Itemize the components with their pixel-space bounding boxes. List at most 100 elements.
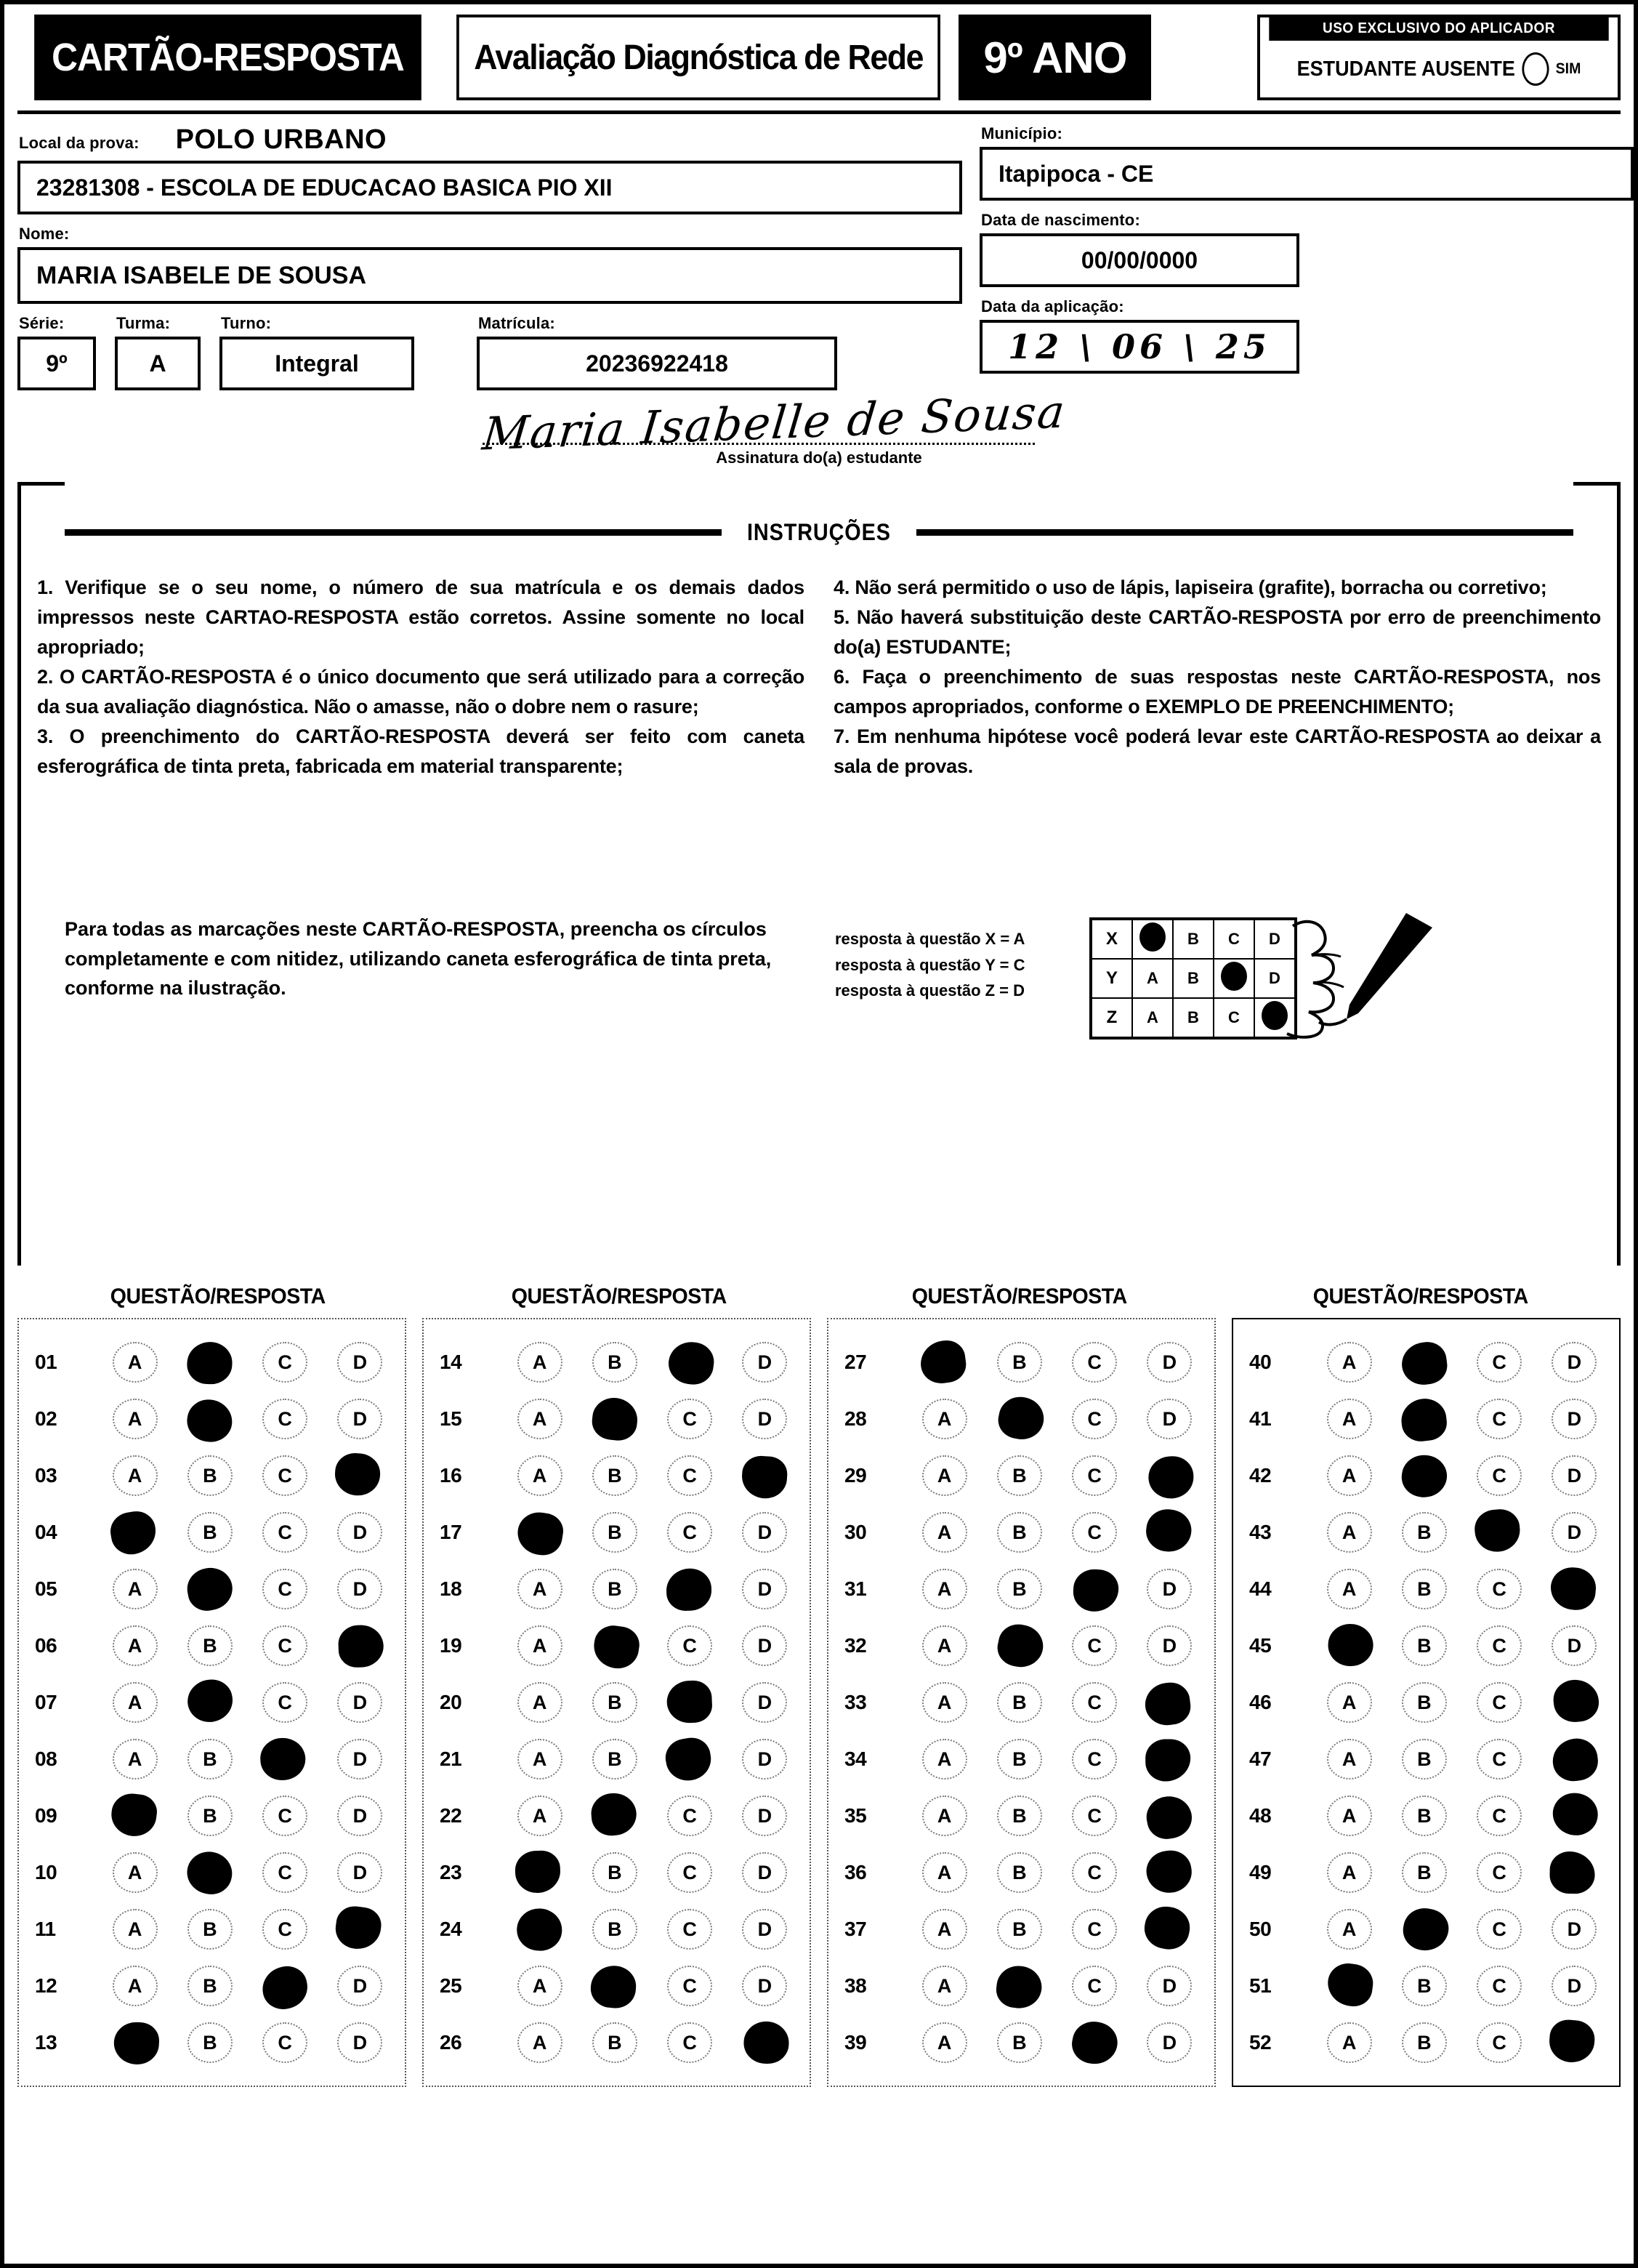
answer-bubble-b[interactable]: B bbox=[592, 1455, 637, 1496]
answer-bubble-c[interactable]: C bbox=[1477, 1966, 1522, 2006]
answer-bubble-d[interactable]: D bbox=[1552, 1966, 1597, 2006]
answer-bubble-a[interactable]: A bbox=[1327, 1796, 1372, 1836]
answer-bubble-d[interactable]: D bbox=[337, 1909, 382, 1950]
answer-bubble-a[interactable]: A bbox=[1327, 1682, 1372, 1723]
answer-bubble-a[interactable]: A bbox=[517, 1399, 562, 1439]
answer-bubble-c[interactable]: C bbox=[262, 1682, 307, 1723]
answer-bubble-b[interactable]: B bbox=[1402, 1739, 1447, 1780]
answer-bubble-d[interactable]: D bbox=[337, 1399, 382, 1439]
answer-bubble-a[interactable]: A bbox=[1327, 1399, 1372, 1439]
answer-bubble-d[interactable]: D bbox=[742, 1569, 787, 1609]
answer-bubble-a[interactable]: A bbox=[113, 1625, 158, 1666]
answer-bubble-d[interactable]: D bbox=[742, 2022, 787, 2063]
answer-bubble-c[interactable]: C bbox=[1477, 2022, 1522, 2063]
answer-bubble-a[interactable]: A bbox=[922, 1909, 967, 1950]
answer-bubble-a[interactable]: A bbox=[517, 1512, 562, 1553]
answer-bubble-b[interactable]: B bbox=[187, 1455, 233, 1496]
answer-bubble-a[interactable]: A bbox=[113, 1966, 158, 2006]
answer-bubble-d[interactable]: D bbox=[1552, 1796, 1597, 1836]
answer-bubble-a[interactable]: A bbox=[113, 1739, 158, 1780]
answer-bubble-d[interactable]: D bbox=[1147, 1852, 1192, 1893]
answer-bubble-b[interactable]: B bbox=[592, 1569, 637, 1609]
answer-bubble-c[interactable]: C bbox=[262, 1796, 307, 1836]
answer-bubble-a[interactable]: A bbox=[517, 2022, 562, 2063]
answer-bubble-d[interactable]: D bbox=[1147, 1569, 1192, 1609]
answer-bubble-c[interactable]: C bbox=[262, 1625, 307, 1666]
answer-bubble-d[interactable]: D bbox=[742, 1966, 787, 2006]
answer-bubble-b[interactable]: B bbox=[592, 1399, 637, 1439]
answer-bubble-b[interactable]: B bbox=[1402, 1399, 1447, 1439]
answer-bubble-c[interactable]: C bbox=[262, 1399, 307, 1439]
answer-bubble-b[interactable]: B bbox=[592, 1796, 637, 1836]
answer-bubble-a[interactable]: A bbox=[922, 2022, 967, 2063]
answer-bubble-a[interactable]: A bbox=[922, 1399, 967, 1439]
answer-bubble-c[interactable]: C bbox=[667, 1682, 712, 1723]
answer-bubble-c[interactable]: C bbox=[1477, 1852, 1522, 1893]
answer-bubble-b[interactable]: B bbox=[187, 1739, 233, 1780]
answer-bubble-b[interactable]: B bbox=[1402, 1625, 1447, 1666]
answer-bubble-a[interactable]: A bbox=[1327, 1342, 1372, 1383]
answer-bubble-b[interactable]: B bbox=[592, 1739, 637, 1780]
answer-bubble-b[interactable]: B bbox=[592, 1909, 637, 1950]
answer-bubble-d[interactable]: D bbox=[1147, 1966, 1192, 2006]
answer-bubble-a[interactable]: A bbox=[113, 2022, 158, 2063]
answer-bubble-c[interactable]: C bbox=[1072, 1342, 1117, 1383]
answer-bubble-b[interactable]: B bbox=[187, 1909, 233, 1950]
answer-bubble-c[interactable]: C bbox=[262, 1909, 307, 1950]
answer-bubble-b[interactable]: B bbox=[592, 1625, 637, 1666]
answer-bubble-b[interactable]: B bbox=[1402, 1569, 1447, 1609]
absent-bubble[interactable] bbox=[1522, 52, 1549, 86]
answer-bubble-a[interactable]: A bbox=[922, 1739, 967, 1780]
answer-bubble-a[interactable]: A bbox=[922, 1852, 967, 1893]
answer-bubble-b[interactable]: B bbox=[187, 2022, 233, 2063]
answer-bubble-a[interactable]: A bbox=[113, 1796, 158, 1836]
answer-bubble-c[interactable]: C bbox=[1072, 1512, 1117, 1553]
answer-bubble-a[interactable]: A bbox=[922, 1342, 967, 1383]
answer-bubble-b[interactable]: B bbox=[187, 1796, 233, 1836]
answer-bubble-b[interactable]: B bbox=[1402, 1966, 1447, 2006]
answer-bubble-c[interactable]: C bbox=[1072, 1569, 1117, 1609]
answer-bubble-d[interactable]: D bbox=[1147, 1399, 1192, 1439]
answer-bubble-d[interactable]: D bbox=[337, 1455, 382, 1496]
answer-bubble-a[interactable]: A bbox=[517, 1796, 562, 1836]
answer-bubble-c[interactable]: C bbox=[1477, 1569, 1522, 1609]
answer-bubble-d[interactable]: D bbox=[742, 1852, 787, 1893]
answer-bubble-c[interactable]: C bbox=[667, 1399, 712, 1439]
answer-bubble-c[interactable]: C bbox=[1072, 1966, 1117, 2006]
answer-bubble-b[interactable]: B bbox=[592, 1966, 637, 2006]
answer-bubble-a[interactable]: A bbox=[1327, 1739, 1372, 1780]
answer-bubble-c[interactable]: C bbox=[262, 1342, 307, 1383]
answer-bubble-b[interactable]: B bbox=[997, 1796, 1042, 1836]
answer-bubble-b[interactable]: B bbox=[997, 1342, 1042, 1383]
answer-bubble-b[interactable]: B bbox=[592, 1852, 637, 1893]
answer-bubble-a[interactable]: A bbox=[922, 1512, 967, 1553]
answer-bubble-d[interactable]: D bbox=[1147, 1455, 1192, 1496]
answer-bubble-d[interactable]: D bbox=[337, 1852, 382, 1893]
answer-bubble-d[interactable]: D bbox=[1552, 1739, 1597, 1780]
answer-bubble-b[interactable]: B bbox=[997, 1739, 1042, 1780]
answer-bubble-a[interactable]: A bbox=[517, 1852, 562, 1893]
answer-bubble-c[interactable]: C bbox=[1477, 1739, 1522, 1780]
answer-bubble-b[interactable]: B bbox=[187, 1569, 233, 1609]
answer-bubble-c[interactable]: C bbox=[1072, 1909, 1117, 1950]
answer-bubble-b[interactable]: B bbox=[997, 2022, 1042, 2063]
answer-bubble-b[interactable]: B bbox=[187, 1966, 233, 2006]
answer-bubble-d[interactable]: D bbox=[1552, 1399, 1597, 1439]
answer-bubble-c[interactable]: C bbox=[262, 1966, 307, 2006]
answer-bubble-d[interactable]: D bbox=[1147, 1625, 1192, 1666]
answer-bubble-d[interactable]: D bbox=[1552, 2022, 1597, 2063]
answer-bubble-b[interactable]: B bbox=[997, 1625, 1042, 1666]
answer-bubble-a[interactable]: A bbox=[922, 1682, 967, 1723]
answer-bubble-c[interactable]: C bbox=[667, 1569, 712, 1609]
answer-bubble-d[interactable]: D bbox=[1552, 1625, 1597, 1666]
answer-bubble-d[interactable]: D bbox=[1147, 1342, 1192, 1383]
answer-bubble-d[interactable]: D bbox=[1552, 1342, 1597, 1383]
answer-bubble-c[interactable]: C bbox=[262, 1512, 307, 1553]
answer-bubble-d[interactable]: D bbox=[1552, 1455, 1597, 1496]
answer-bubble-b[interactable]: B bbox=[592, 2022, 637, 2063]
answer-bubble-b[interactable]: B bbox=[997, 1512, 1042, 1553]
answer-bubble-a[interactable]: A bbox=[113, 1682, 158, 1723]
answer-bubble-c[interactable]: C bbox=[1072, 1852, 1117, 1893]
answer-bubble-a[interactable]: A bbox=[113, 1852, 158, 1893]
answer-bubble-a[interactable]: A bbox=[517, 1625, 562, 1666]
